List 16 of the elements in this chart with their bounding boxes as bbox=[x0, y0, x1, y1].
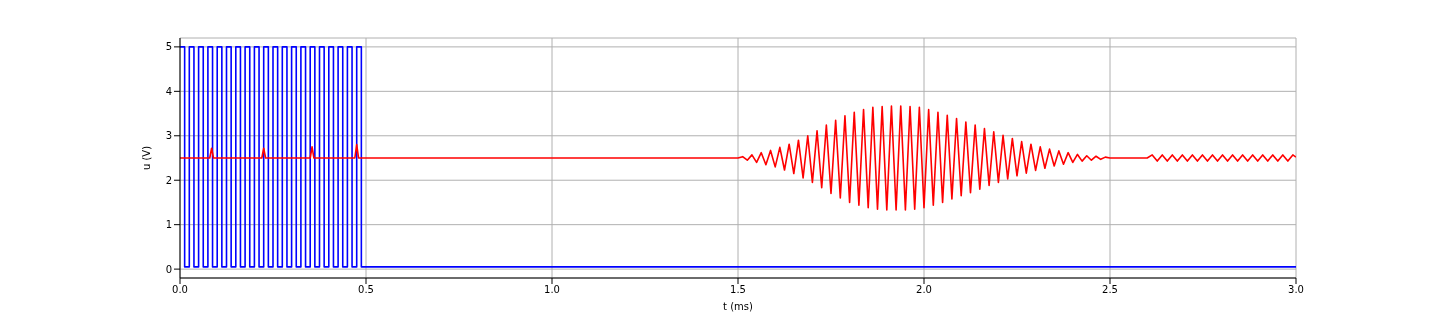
y-tick-label: 0 bbox=[165, 263, 172, 275]
y-axis-title: u (V) bbox=[140, 145, 152, 171]
x-tick-label: 3.0 bbox=[1288, 284, 1304, 296]
x-tick-label: 0.0 bbox=[172, 284, 188, 296]
y-tick-label: 2 bbox=[165, 174, 172, 186]
x-tick-label: 2.0 bbox=[916, 284, 932, 296]
y-tick-label: 5 bbox=[165, 41, 172, 53]
x-tick-label: 2.5 bbox=[1102, 284, 1118, 296]
y-tick-label: 3 bbox=[165, 130, 172, 142]
y-tick-label: 1 bbox=[165, 219, 172, 231]
x-tick-label: 0.5 bbox=[358, 284, 374, 296]
x-axis-title: t (ms) bbox=[723, 301, 754, 312]
y-tick-label: 4 bbox=[165, 85, 172, 97]
x-tick-label: 1.0 bbox=[544, 284, 560, 296]
x-tick-label: 1.5 bbox=[730, 284, 746, 296]
line-series bbox=[180, 105, 1296, 211]
